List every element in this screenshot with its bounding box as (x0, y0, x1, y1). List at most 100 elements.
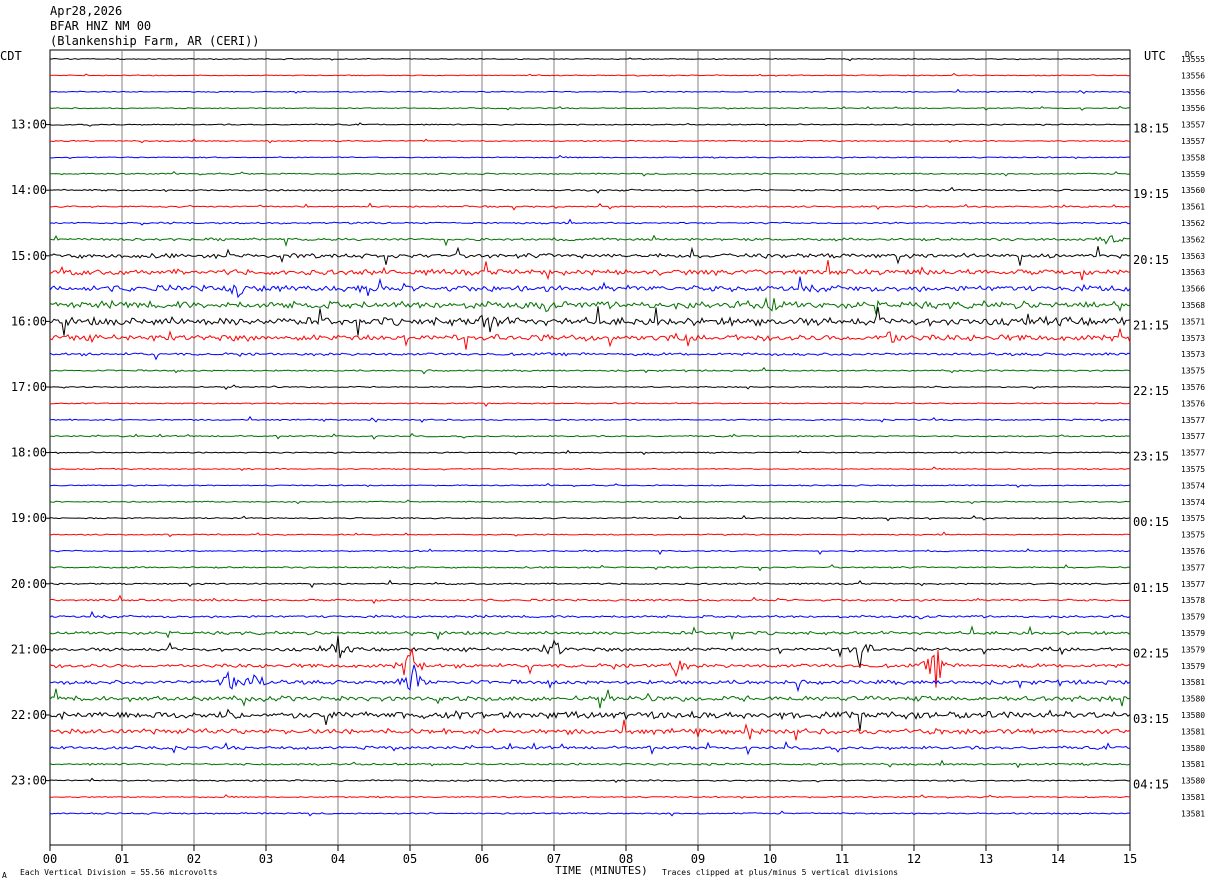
cdt-hour-label: 15:00 (11, 249, 47, 263)
dc-offset-label: 13555 (1181, 55, 1205, 64)
dc-offset-label: 13580 (1181, 695, 1205, 704)
cdt-hour-label: 14:00 (11, 183, 47, 197)
seismic-trace (49, 740, 1130, 756)
dc-offset-label: 13573 (1181, 350, 1205, 359)
seismic-trace (49, 625, 1131, 641)
utc-hour-label: 04:15 (1133, 778, 1169, 792)
dc-offset-label: 13575 (1181, 531, 1205, 540)
seismic-trace (50, 138, 1131, 144)
seismic-trace (49, 415, 1131, 423)
dc-offset-label: 13558 (1181, 153, 1205, 162)
seismic-trace (49, 531, 1131, 538)
dc-offset-label: 13575 (1181, 465, 1205, 474)
x-tick-label: 15 (1123, 852, 1137, 866)
dc-offset-label: 13571 (1181, 317, 1205, 326)
x-tick-label: 03 (259, 852, 273, 866)
seismic-traces (49, 57, 1131, 817)
dc-offset-label: 13568 (1181, 301, 1205, 310)
x-axis-title: TIME (MINUTES) (555, 864, 648, 877)
seismic-trace (49, 548, 1131, 556)
dc-offset-label: 13581 (1181, 793, 1205, 802)
seismic-trace (49, 810, 1131, 817)
seismic-trace (49, 352, 1131, 361)
seismic-trace (50, 579, 1131, 589)
utc-hour-label: 22:15 (1133, 384, 1169, 398)
seismic-trace (49, 328, 1131, 350)
dc-offset-label: 13575 (1181, 367, 1205, 376)
station-code: BFAR HNZ NM 00 (50, 19, 151, 33)
x-axis-ticks: 00 01 02 03 04 05 06 07 08 09 10 11 12 13 14 15 (43, 845, 1137, 866)
x-tick-label: 11 (835, 852, 849, 866)
seismic-trace (50, 57, 1130, 62)
dc-offset-label: 13580 (1181, 711, 1205, 720)
dc-offset-label: 13574 (1181, 498, 1205, 507)
dc-offset-label: 13556 (1181, 88, 1205, 97)
dc-offset-label: 13576 (1181, 383, 1205, 392)
cdt-hour-label: 16:00 (11, 314, 47, 328)
dc-offset-label: 13557 (1181, 121, 1205, 130)
dc-offset-label: 13580 (1181, 777, 1205, 786)
x-tick-label: 12 (907, 852, 921, 866)
x-tick-label: 04 (331, 852, 345, 866)
seismic-trace (49, 154, 1131, 160)
dc-offset-label: 13566 (1181, 285, 1205, 294)
dc-offset-label: 13579 (1181, 613, 1205, 622)
dc-offset-label: 13581 (1181, 760, 1205, 769)
dc-offset-label: 13578 (1181, 596, 1205, 605)
cdt-hour-label: 21:00 (11, 642, 47, 656)
seismic-trace (49, 306, 1131, 336)
seismic-trace (49, 759, 1131, 769)
x-tick-label: 07 (547, 852, 561, 866)
dc-header: DC (1185, 50, 1195, 59)
cdt-hour-label: 13:00 (11, 118, 47, 132)
utc-hour-label: 23:15 (1133, 450, 1169, 464)
seismic-trace (49, 402, 1131, 407)
utc-hour-label: 20:15 (1133, 253, 1169, 267)
seismic-trace (50, 432, 1131, 440)
dc-offset-label: 13581 (1181, 809, 1205, 818)
seismic-trace (49, 186, 1131, 194)
utc-hour-label: 19:15 (1133, 187, 1169, 201)
dc-offset-label: 13562 (1181, 235, 1205, 244)
left-timezone-label: CDT (0, 49, 22, 63)
seismic-trace (49, 234, 1131, 248)
dc-offset-label: 13579 (1181, 629, 1205, 638)
dc-offset-label: 13579 (1181, 662, 1205, 671)
seismic-trace (49, 499, 1131, 505)
dc-offset-label: 13577 (1181, 563, 1205, 572)
seismic-trace (49, 449, 1131, 456)
seismic-trace (49, 88, 1131, 94)
dc-offset-label: 13576 (1181, 399, 1205, 408)
seismic-trace (49, 688, 1131, 709)
dc-offset-label: 13559 (1181, 170, 1205, 179)
corner-mark: A (2, 871, 7, 880)
dc-offset-label: 13573 (1181, 334, 1205, 343)
dc-offset-label: 13577 (1181, 449, 1205, 458)
utc-hour-label: 21:15 (1133, 318, 1169, 332)
utc-hour-label: 02:15 (1133, 646, 1169, 660)
seismic-trace (49, 610, 1131, 620)
seismic-trace (49, 276, 1131, 299)
x-tick-label: 01 (115, 852, 129, 866)
cdt-hour-label: 23:00 (11, 774, 47, 788)
cdt-hour-label: 22:00 (11, 708, 47, 722)
station-name: (Blankenship Farm, AR (CERI)) (50, 34, 260, 48)
seismic-trace (49, 708, 1131, 732)
cdt-hour-labels: 13:00 14:00 15:00 16:00 17:00 18:00 19:00 20:00… (11, 118, 50, 788)
utc-hour-label: 01:15 (1133, 581, 1169, 595)
dc-offset-label: 13560 (1181, 186, 1205, 195)
seismic-trace (49, 202, 1131, 211)
dc-offset-label: 13563 (1181, 268, 1205, 277)
x-tick-label: 02 (187, 852, 201, 866)
dc-offset-label: 13581 (1181, 678, 1205, 687)
right-timezone-label: UTC (1144, 49, 1166, 63)
utc-hour-labels: 18:15 19:15 20:15 21:15 22:15 23:15 00:15 01:15… (1133, 122, 1169, 792)
seismic-trace (49, 122, 1131, 127)
dc-offset-label: 13579 (1181, 645, 1205, 654)
cdt-hour-label: 19:00 (11, 511, 47, 525)
seismic-trace (49, 719, 1131, 741)
station-date: Apr28,2026 (50, 4, 122, 18)
scale-note: Each Vertical Division = 55.56 microvolt… (20, 868, 218, 877)
utc-hour-label: 18:15 (1133, 122, 1169, 136)
